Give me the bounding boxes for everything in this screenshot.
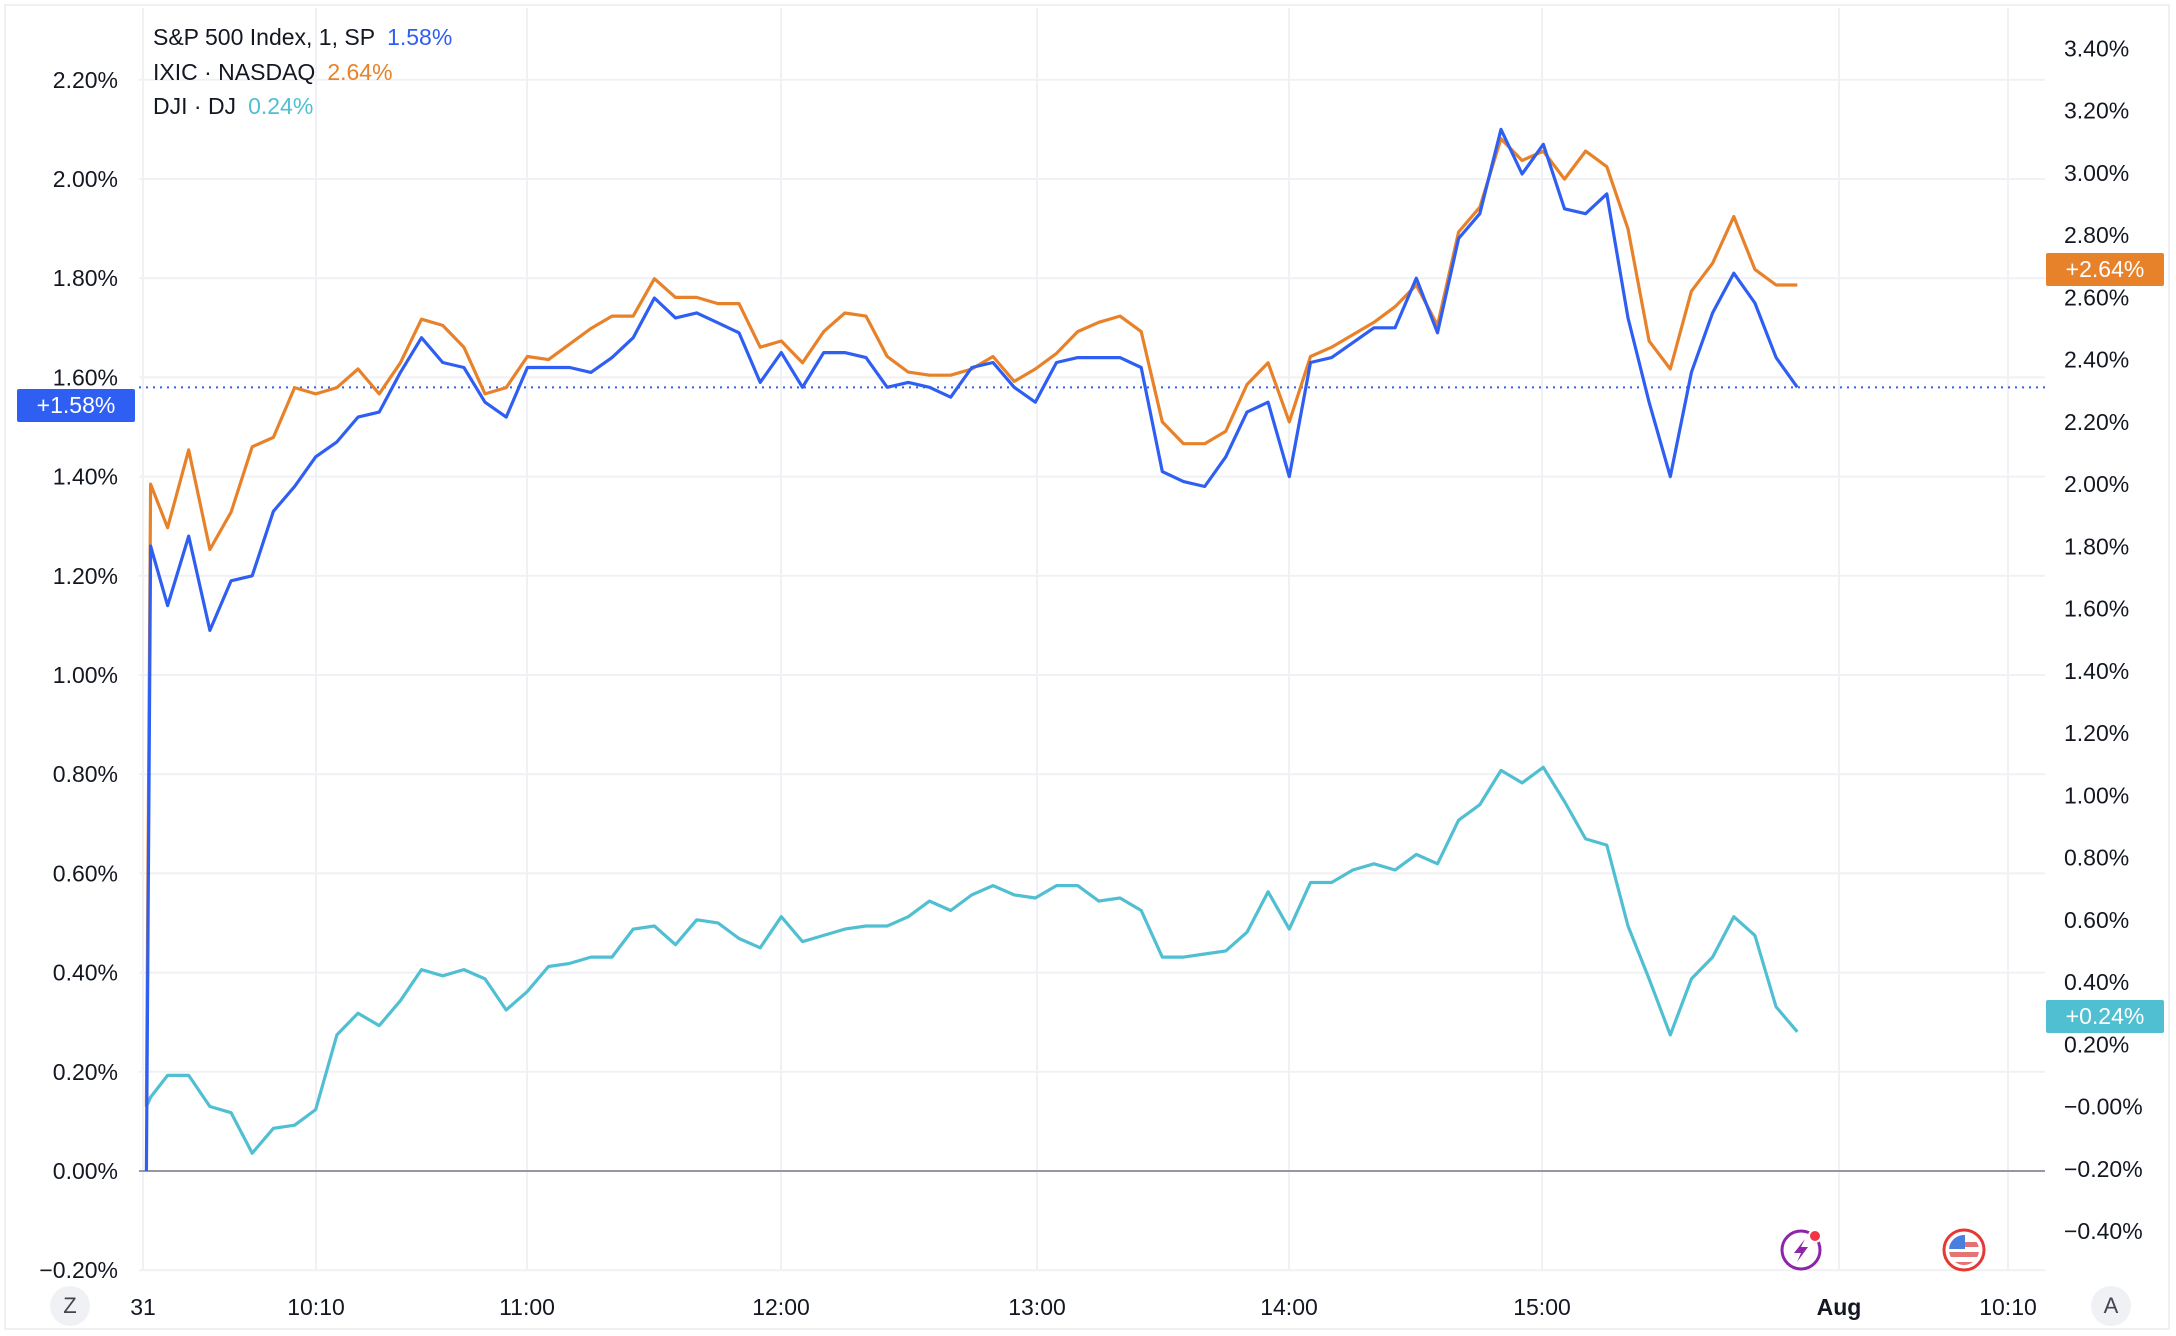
left-axis[interactable]: 2.20% 2.00% 1.80% 1.60% 1.40% 1.20% 1.00% 0.80%… bbox=[39, 67, 118, 1283]
right-tick-label: 1.80% bbox=[2064, 533, 2129, 559]
x-tick-label: 11:00 bbox=[499, 1294, 555, 1320]
right-tick-label: 2.80% bbox=[2064, 222, 2129, 248]
auto-scale-button[interactable]: A bbox=[2091, 1286, 2131, 1326]
left-tick-label: 1.00% bbox=[53, 662, 118, 688]
left-tick-label: 1.80% bbox=[53, 265, 118, 291]
legend-item-dji[interactable]: DJI · DJ 0.24% bbox=[153, 89, 452, 124]
legend: S&P 500 Index, 1, SP 1.58% IXIC · NASDAQ 2… bbox=[153, 20, 452, 124]
lightning-events-icon[interactable] bbox=[1780, 1229, 1822, 1271]
left-tick-label: 0.40% bbox=[53, 960, 118, 986]
grid bbox=[139, 8, 2045, 1272]
left-tick-label: 1.60% bbox=[53, 364, 118, 390]
right-tick-label: 1.60% bbox=[2064, 596, 2129, 622]
right-tick-label: −0.40% bbox=[2064, 1218, 2143, 1244]
x-tick-label: 10:10 bbox=[287, 1294, 345, 1320]
series-line-dji bbox=[144, 765, 1799, 1155]
time-axis[interactable]: 31 10:10 11:00 12:00 13:00 14:00 15:00 Aug 10:10 bbox=[130, 1294, 2037, 1320]
series-line-sp bbox=[144, 127, 1799, 1172]
right-axis[interactable]: 3.40% 3.20% 3.00% 2.80% 2.60% 2.40% 2.20% 2.00%… bbox=[2064, 35, 2143, 1244]
left-tick-label: 2.00% bbox=[53, 166, 118, 192]
right-tick-label: −0.20% bbox=[2064, 1156, 2143, 1182]
right-tick-label: 3.40% bbox=[2064, 35, 2129, 61]
right-tick-label: 2.40% bbox=[2064, 347, 2129, 373]
right-tick-label: −0.00% bbox=[2064, 1094, 2143, 1120]
legend-name: IXIC · NASDAQ bbox=[153, 58, 316, 85]
left-tick-label: 0.80% bbox=[53, 761, 118, 787]
right-tick-label: 2.60% bbox=[2064, 284, 2129, 310]
right-tick-label: 2.20% bbox=[2064, 409, 2129, 435]
right-tick-label: 0.20% bbox=[2064, 1031, 2129, 1057]
left-tick-label: 0.20% bbox=[53, 1059, 118, 1085]
x-tick-label: 13:00 bbox=[1008, 1294, 1066, 1320]
left-tick-label: 0.00% bbox=[53, 1158, 118, 1184]
right-tick-label: 0.40% bbox=[2064, 969, 2129, 995]
legend-name: S&P 500 Index, 1, SP bbox=[153, 24, 376, 50]
right-tick-label: 2.00% bbox=[2064, 471, 2129, 497]
legend-value: 2.64% bbox=[327, 58, 393, 85]
series-line-nasdaq bbox=[144, 137, 1798, 1107]
series-lines bbox=[144, 127, 1799, 1172]
legend-value: 1.58% bbox=[387, 24, 453, 50]
price-label-nasdaq: +2.64% bbox=[2046, 252, 2164, 286]
x-tick-label: Aug bbox=[1817, 1294, 1862, 1320]
left-tick-label: 0.60% bbox=[53, 860, 118, 886]
legend-value: 0.24% bbox=[248, 93, 314, 119]
x-tick-label: 15:00 bbox=[1513, 1294, 1571, 1320]
right-tick-label: 0.80% bbox=[2064, 845, 2129, 871]
right-tick-label: 3.00% bbox=[2064, 160, 2129, 186]
x-tick-label: 12:00 bbox=[752, 1294, 810, 1320]
x-tick-label: 14:00 bbox=[1260, 1294, 1318, 1320]
legend-name: DJI · DJ bbox=[153, 93, 237, 119]
right-tick-label: 0.60% bbox=[2064, 907, 2129, 933]
left-tick-label: −0.20% bbox=[39, 1257, 118, 1283]
legend-item-nasdaq[interactable]: IXIC · NASDAQ 2.64% bbox=[153, 55, 452, 90]
right-tick-label: 1.40% bbox=[2064, 658, 2129, 684]
us-flag-icon[interactable] bbox=[1942, 1228, 1986, 1272]
right-tick-label: 1.20% bbox=[2064, 720, 2129, 746]
left-tick-label: 1.40% bbox=[53, 464, 118, 490]
price-label-sp: +1.58% bbox=[17, 388, 135, 422]
x-tick-label: 31 bbox=[130, 1294, 156, 1320]
right-tick-label: 3.20% bbox=[2064, 98, 2129, 124]
price-label-dji: +0.24% bbox=[2046, 999, 2164, 1033]
right-tick-label: 1.00% bbox=[2064, 782, 2129, 808]
left-tick-label: 2.20% bbox=[53, 67, 118, 93]
x-tick-label: 10:10 bbox=[1979, 1294, 2037, 1320]
chart-frame bbox=[4, 4, 2170, 1330]
legend-item-sp[interactable]: S&P 500 Index, 1, SP 1.58% bbox=[153, 20, 452, 55]
left-scale-toggle-button[interactable]: Z bbox=[50, 1286, 90, 1326]
left-tick-label: 1.20% bbox=[53, 563, 118, 589]
